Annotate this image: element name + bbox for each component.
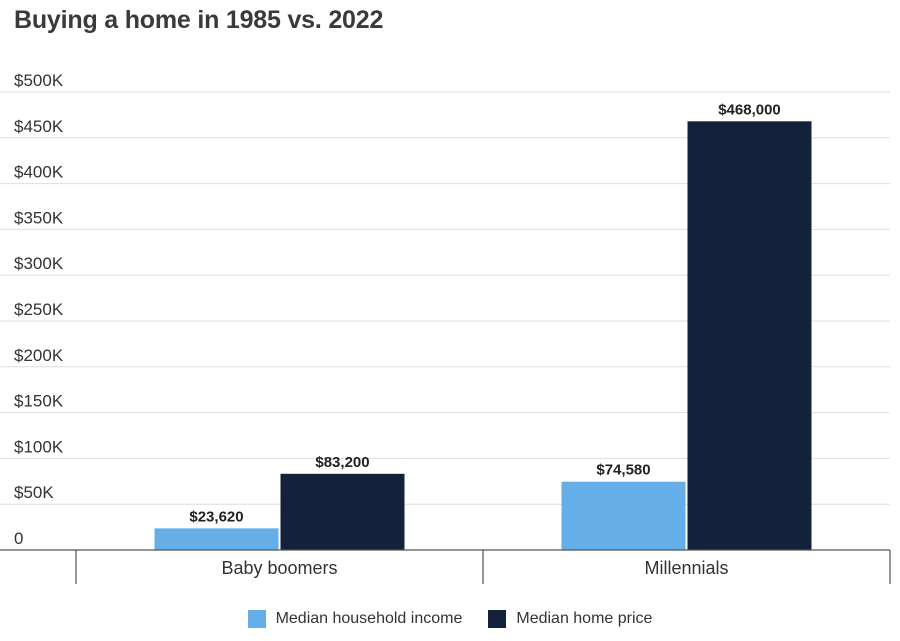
home-price-data-label-0: $83,200	[315, 454, 369, 471]
y-tick-label: $150K	[14, 392, 64, 411]
y-tick-label: 0	[14, 529, 23, 548]
legend-label-income: Median household income	[275, 610, 463, 627]
y-axis-ticks: 0 $50K $100K $150K $200K $250K $300K $350K $400K…	[14, 71, 64, 548]
home-price-data-label-1: $468,000	[718, 101, 781, 118]
x-axis: Baby boomers Millennials	[0, 549, 891, 584]
y-tick-label: $200K	[14, 346, 64, 365]
legend-swatch-income	[247, 610, 266, 628]
y-tick-label: $350K	[14, 208, 64, 227]
x-category-label: Millennials	[644, 558, 728, 578]
chart-title: Buying a home in 1985 vs. 2022	[14, 6, 384, 34]
legend: Median household income Median home pric…	[0, 610, 900, 628]
y-tick-label: $50K	[14, 483, 54, 502]
income-bar-0	[154, 528, 279, 550]
y-tick-label: $450K	[14, 117, 64, 136]
x-category-label: Baby boomers	[221, 558, 337, 578]
income-bar-1	[561, 481, 686, 550]
legend-item-income: Median household income	[247, 610, 463, 628]
legend-label-home-price: Median home price	[516, 610, 653, 627]
y-tick-label: $250K	[14, 300, 64, 319]
legend-item-home-price: Median home price	[488, 610, 652, 628]
y-tick-label: $500K	[14, 71, 64, 90]
y-tick-label: $400K	[14, 163, 64, 182]
y-tick-label: $100K	[14, 437, 64, 456]
home-price-bar-0	[280, 473, 405, 550]
income-data-label-1: $74,580	[596, 462, 650, 479]
legend-swatch-home-price	[488, 610, 507, 628]
bars	[154, 121, 812, 550]
data-labels: $23,620 $83,200 $74,580 $468,000	[189, 101, 780, 525]
income-data-label-0: $23,620	[189, 508, 243, 525]
y-tick-label: $300K	[14, 254, 64, 273]
home-price-bar-1	[687, 121, 812, 550]
